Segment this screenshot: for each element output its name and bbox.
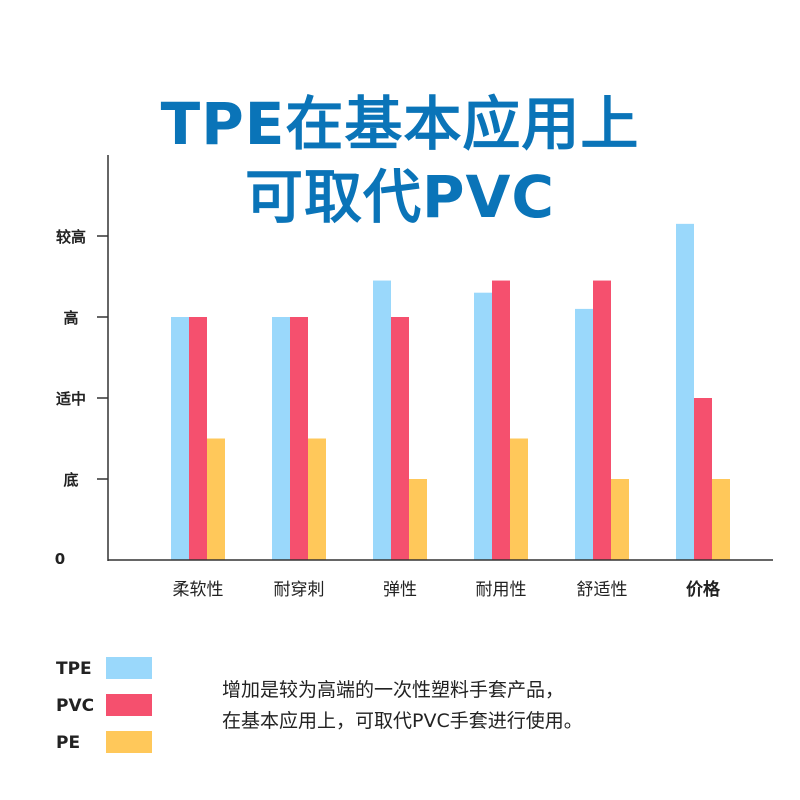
bars-group — [171, 223, 730, 560]
x-tick-label: 舒适性 — [576, 580, 628, 600]
legend-label-tpe: TPE — [56, 659, 92, 679]
y-tick-label: 0 — [54, 550, 66, 568]
bar-tpe-3 — [474, 292, 492, 560]
bar-pe-3 — [510, 438, 528, 560]
y-tick-label: 高 — [63, 309, 79, 327]
x-tick-label: 柔软性 — [172, 580, 224, 600]
legend-swatch-pe — [106, 731, 152, 753]
chart-title-line-2: 可取代PVC — [245, 163, 555, 231]
y-tick-label: 较高 — [55, 228, 86, 246]
bar-pe-0 — [207, 438, 225, 560]
note-line-1: 增加是较为高端的一次性塑料手套产品， — [222, 679, 565, 701]
y-tick-label: 底 — [63, 471, 79, 489]
bar-pvc-2 — [391, 317, 409, 560]
bar-pvc-3 — [492, 280, 510, 560]
bar-pe-1 — [308, 438, 326, 560]
legend-label-pvc: PVC — [56, 696, 95, 716]
legend-swatch-tpe — [106, 657, 152, 679]
x-tick-label: 耐用性 — [475, 580, 527, 600]
bar-pvc-4 — [593, 280, 611, 560]
bar-pvc-5 — [694, 398, 712, 560]
bar-pe-5 — [712, 479, 730, 560]
bar-pe-4 — [611, 479, 629, 560]
legend-swatch-pvc — [106, 694, 152, 716]
y-tick-label: 适中 — [55, 390, 86, 408]
x-tick-label: 价格 — [686, 580, 720, 600]
chart-title-line-1: TPE在基本应用上 — [160, 90, 640, 158]
bar-tpe-4 — [575, 308, 593, 560]
legend-item-pe: PE — [56, 731, 156, 755]
legend-item-pvc: PVC — [56, 694, 156, 718]
note-line-2: 在基本应用上，可取代PVC手套进行使用。 — [222, 710, 583, 732]
bar-tpe-1 — [272, 317, 290, 560]
legend-label-pe: PE — [56, 733, 81, 753]
bar-tpe-5 — [676, 223, 694, 560]
y-tick-marks — [97, 235, 108, 480]
x-tick-label: 弹性 — [383, 580, 417, 600]
description-note: 增加是较为高端的一次性塑料手套产品， 在基本应用上，可取代PVC手套进行使用。 — [222, 675, 583, 737]
bar-tpe-2 — [373, 280, 391, 560]
legend-item-tpe: TPE — [56, 657, 156, 681]
bar-pe-2 — [409, 479, 427, 560]
bar-pvc-1 — [290, 317, 308, 560]
bar-pvc-0 — [189, 317, 207, 560]
x-tick-label: 耐穿刺 — [273, 580, 325, 600]
bar-tpe-0 — [171, 317, 189, 560]
